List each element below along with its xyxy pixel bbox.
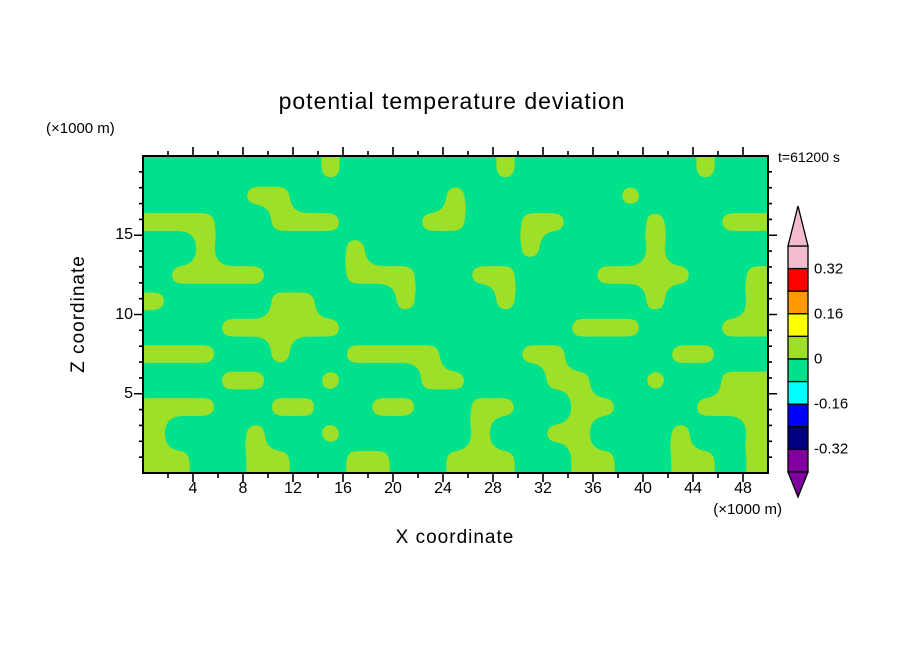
x-tick-label: 48 [734,480,752,497]
x-tick-label: 28 [484,480,502,497]
colorbar-tick-label: -0.16 [814,395,849,413]
y-axis-title: Z coordinate [68,255,89,373]
x-tick-label: 44 [684,480,702,497]
x-tick-label: 40 [634,480,652,497]
x-tick-label: 24 [434,480,452,497]
time-annotation: t=61200 s [778,149,840,165]
x-tick-label: 36 [584,480,602,497]
colorbar-under-arrow [787,471,809,499]
x-tick-label: 20 [384,480,402,497]
x-tick-label: 32 [534,480,552,497]
y-tick-label: 10 [115,305,133,323]
x-tick-label: 12 [284,480,302,497]
y-tick-label: 5 [124,384,133,402]
contour-field [143,156,768,473]
plot-area [143,156,768,473]
colorbar-tick-label: 0.16 [814,305,844,323]
x-tick-label: 16 [334,480,352,497]
colorbar-tick-label: 0.32 [814,260,844,278]
y-axis-unit-label: (×1000 m) [46,120,115,137]
x-axis-title: X coordinate [395,527,515,548]
x-tick-label: 4 [188,480,198,497]
chart-title: potential temperature deviation [278,88,626,114]
y-tick-label: 15 [115,226,133,244]
colorbar-tick-label: -0.32 [814,440,849,458]
colorbar-over-arrow [787,205,809,247]
x-axis-unit-label: (×1000 m) [713,501,782,518]
colorbar-tick-label: 0 [814,350,823,368]
colorbar [787,205,809,499]
x-tick-label: 8 [238,480,248,497]
